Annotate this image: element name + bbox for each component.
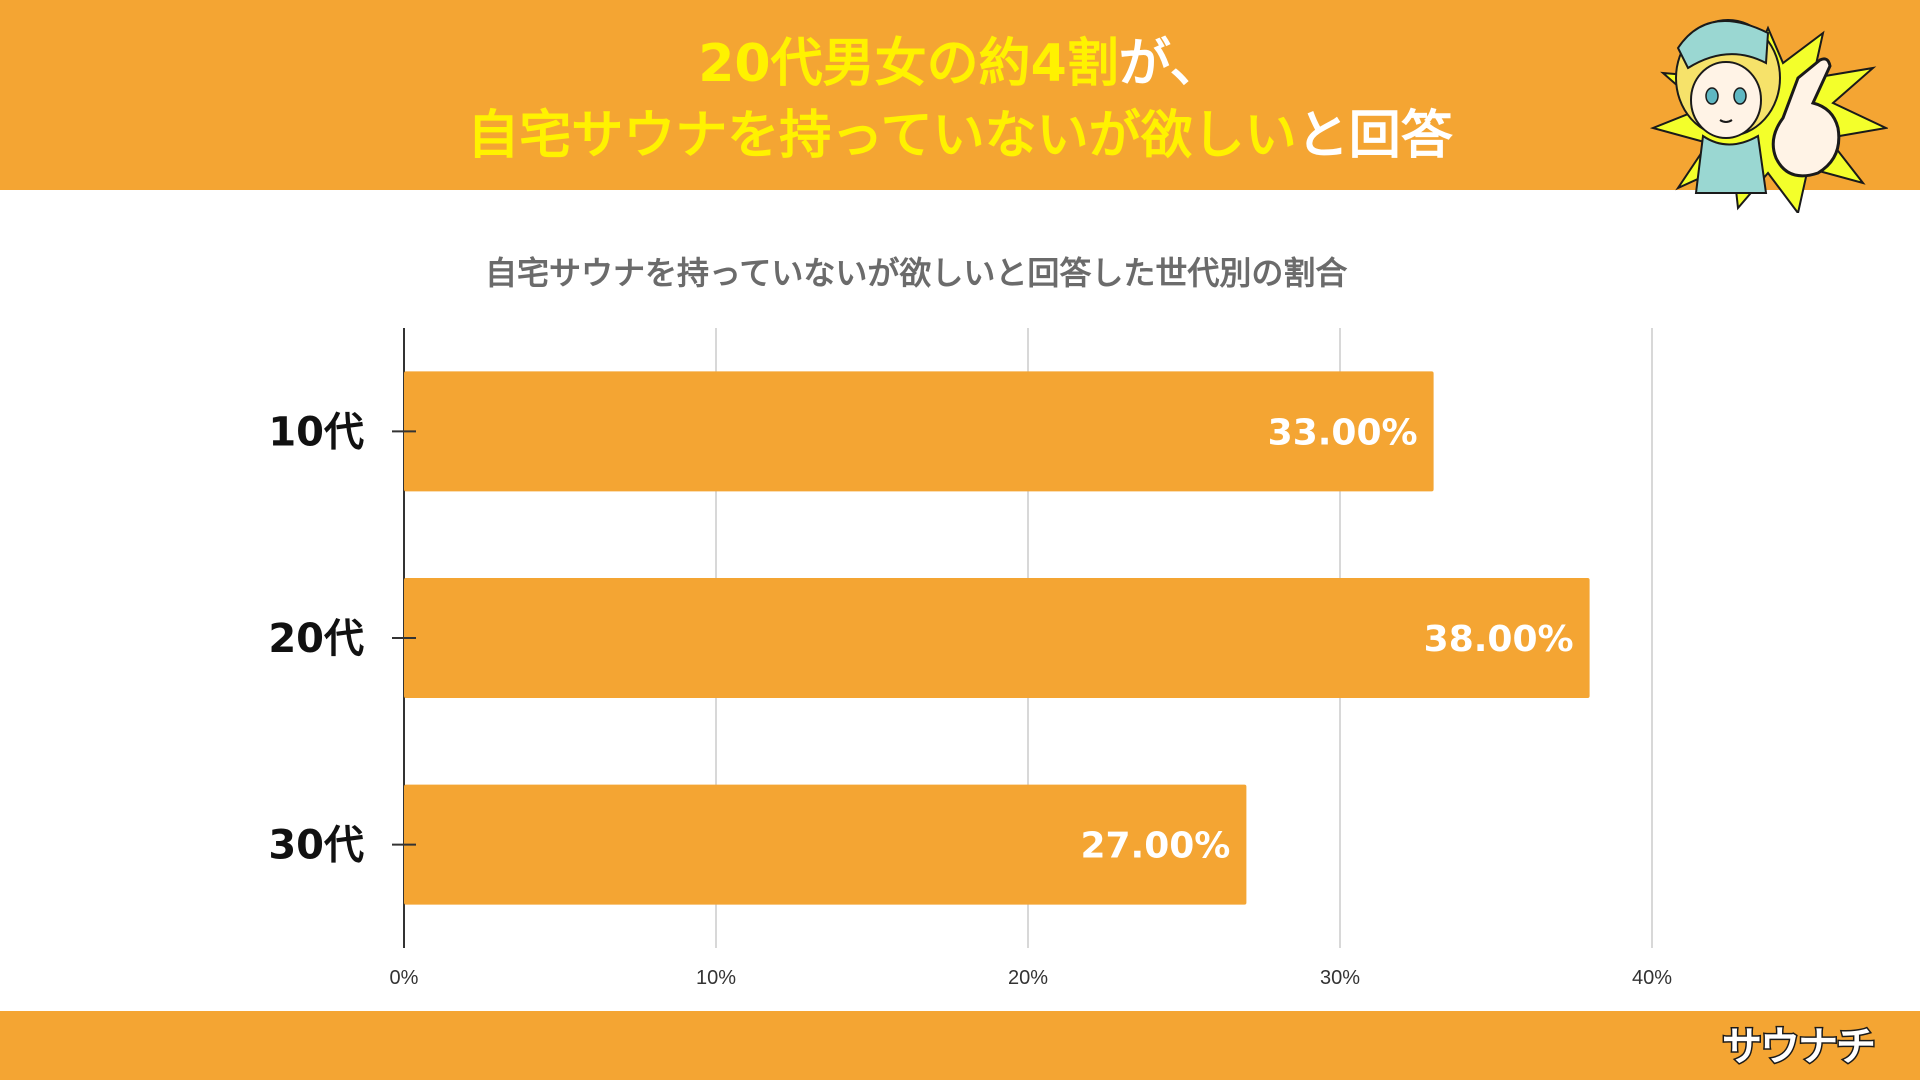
headline-line-1-highlight: 20代男女の約4割 <box>698 34 1119 94</box>
footer-banner <box>0 1011 1920 1080</box>
x-tick-label: 0% <box>390 967 419 989</box>
bar-value-label: 38.00% <box>1424 619 1574 660</box>
x-tick-label: 20% <box>1008 967 1048 989</box>
bar-3 <box>404 784 1247 905</box>
headline-line-1: 20代男女の約4割が、 <box>0 38 1920 90</box>
mascot-pointing-illustration <box>1649 19 1888 213</box>
headline-line-2-rest: と回答 <box>1296 106 1453 166</box>
brand-logo: サウナチ <box>1721 1023 1878 1072</box>
bar-value-label: 33.00% <box>1268 412 1418 453</box>
chart-title: 自宅サウナを持っていないが欲しいと回答した世代別の割合 <box>485 254 1348 292</box>
headline-line-1-rest: が、 <box>1118 34 1222 94</box>
bar-2 <box>404 578 1590 698</box>
header-banner <box>0 0 1920 190</box>
bar-1 <box>404 371 1434 492</box>
headline-line-2: 自宅サウナを持っていないが欲しいと回答 <box>0 110 1920 162</box>
category-label: 10代 <box>268 409 364 455</box>
x-tick-label: 40% <box>1632 967 1672 989</box>
bar-value-label: 27.00% <box>1080 826 1230 867</box>
headline-line-2-highlight: 自宅サウナを持っていないが欲しい <box>467 106 1297 166</box>
category-label: 30代 <box>268 823 364 869</box>
x-tick-label: 10% <box>696 967 736 989</box>
x-tick-label: 30% <box>1320 967 1360 989</box>
category-label: 20代 <box>268 616 364 662</box>
